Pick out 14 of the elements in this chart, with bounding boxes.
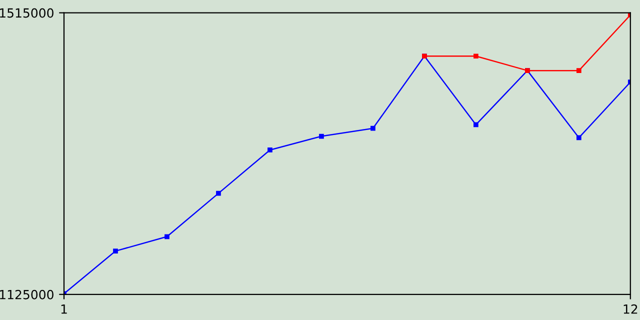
point [268, 148, 272, 152]
point [473, 54, 478, 59]
point [473, 122, 478, 128]
point [370, 126, 376, 131]
point [576, 68, 582, 73]
y-tick-label: 1125000 [0, 290, 54, 300]
x-tick-label: 12 [624, 304, 638, 314]
point [319, 134, 324, 139]
x-tick-label: 1 [61, 304, 67, 314]
point [216, 190, 221, 196]
point [576, 135, 582, 140]
point [113, 248, 118, 254]
point [164, 234, 170, 240]
y-tick-label: 1515000 [0, 8, 54, 18]
